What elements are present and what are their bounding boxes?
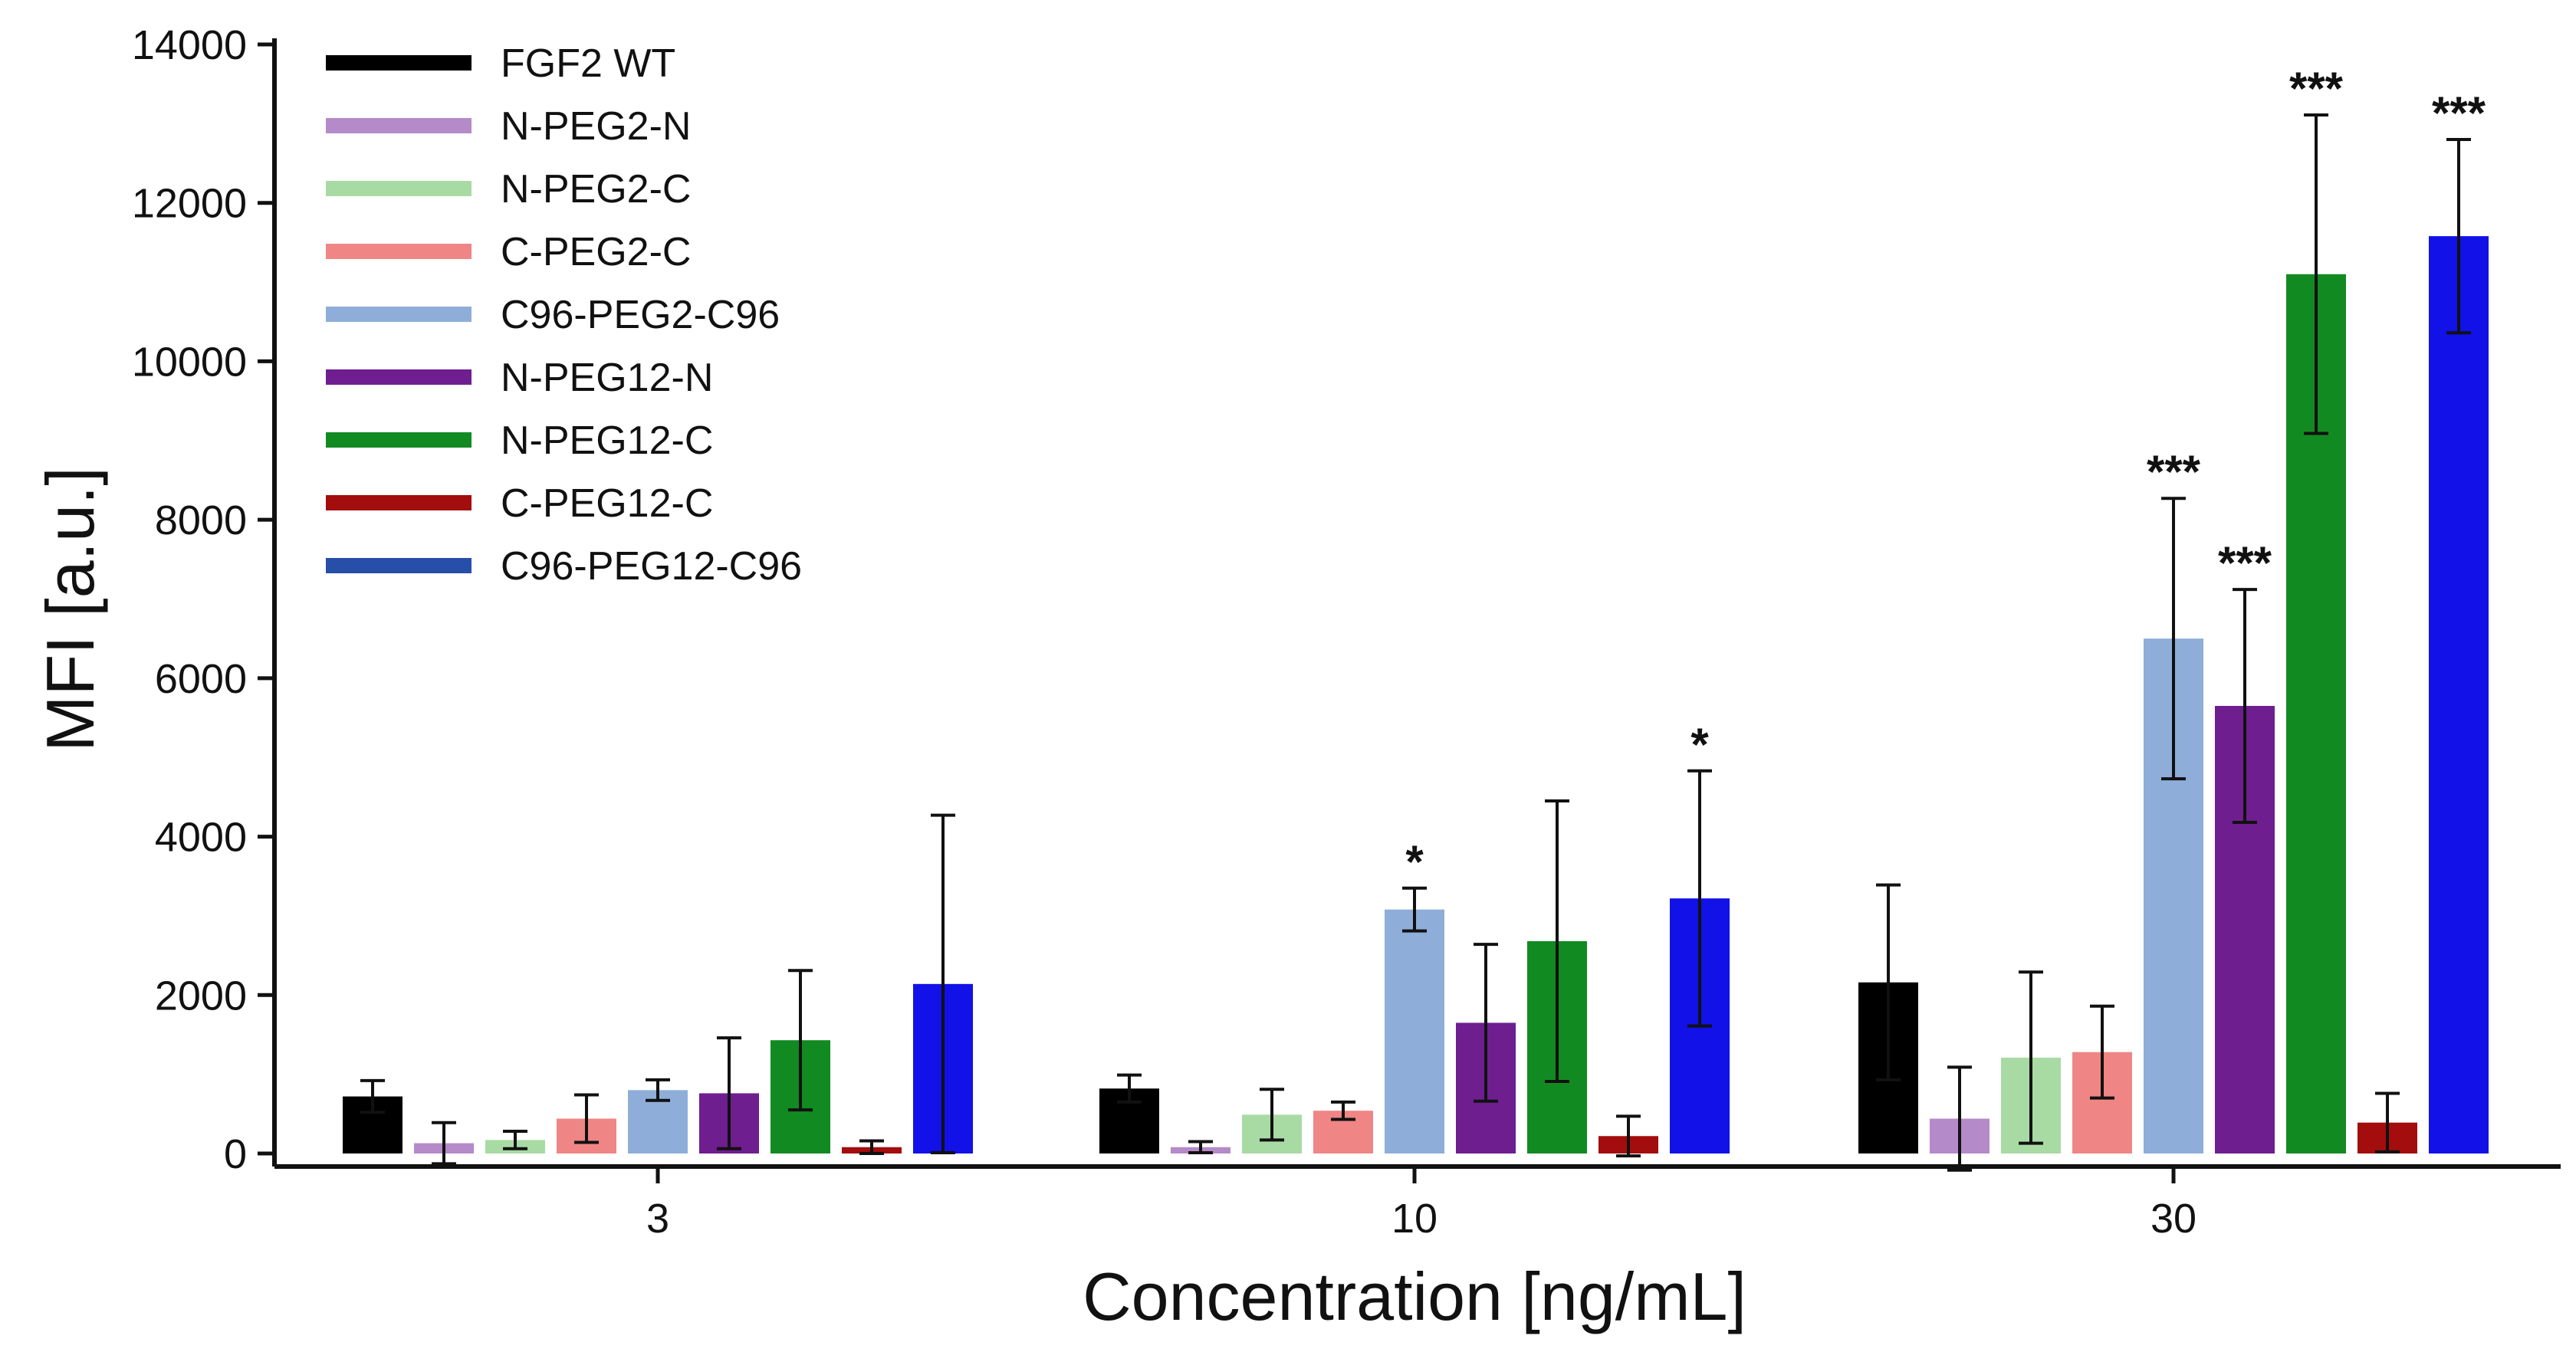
- legend-label-0: FGF2 WT: [501, 41, 675, 86]
- legend-swatch-4: [326, 307, 472, 322]
- y-tick-label-3: 6000: [155, 656, 247, 702]
- y-tick-label-4: 8000: [155, 497, 247, 543]
- error-bar-2-7: [2375, 1091, 2400, 1153]
- error-bar-2-0: [1876, 883, 1901, 1081]
- legend-swatch-6: [326, 432, 472, 448]
- legend-swatch-3: [326, 244, 472, 259]
- legend: FGF2 WT N-PEG2-N N-PEG2-C C-PEG2-C C96-PEG2-…: [326, 41, 802, 589]
- legend-swatch-8: [326, 558, 472, 573]
- error-bars-layer: [360, 113, 2471, 1172]
- error-bar-1-8: [1687, 769, 1712, 1028]
- error-bar-2-6: [2304, 113, 2328, 435]
- legend-swatch-7: [326, 495, 472, 510]
- x-tick-label-1: 10: [1392, 1196, 1438, 1242]
- error-bar-0-0: [360, 1078, 385, 1114]
- legend-swatch-0: [326, 55, 472, 71]
- error-bar-0-3: [574, 1093, 599, 1144]
- error-bar-0-1: [432, 1121, 456, 1166]
- legend-label-7: C-PEG12-C: [501, 481, 713, 526]
- error-bar-1-2: [1260, 1088, 1284, 1142]
- legend-label-6: N-PEG12-C: [501, 418, 713, 463]
- error-bar-0-4: [646, 1078, 670, 1102]
- y-tick-label-7: 14000: [132, 22, 247, 68]
- bar-1-4: [1385, 909, 1444, 1153]
- y-tick-label-2: 4000: [155, 815, 247, 861]
- legend-swatch-2: [326, 181, 472, 196]
- legend-swatch-5: [326, 369, 472, 385]
- error-bar-0-2: [503, 1130, 527, 1150]
- error-bar-1-5: [1474, 943, 1498, 1103]
- error-bar-0-5: [717, 1036, 741, 1150]
- x-tick-label-0: 3: [646, 1196, 669, 1242]
- error-bar-2-4: [2161, 497, 2186, 781]
- error-bar-1-3: [1331, 1100, 1355, 1121]
- significance-layer: **************: [1405, 63, 2486, 888]
- error-bar-0-6: [788, 969, 813, 1112]
- error-bar-2-8: [2446, 138, 2471, 335]
- legend-label-2: N-PEG2-C: [501, 167, 691, 212]
- legend-label-5: N-PEG12-N: [501, 356, 713, 400]
- y-tick-label-1: 2000: [155, 973, 247, 1019]
- legend-label-1: N-PEG2-N: [501, 104, 691, 149]
- significance-label-2-4: ***: [2147, 446, 2201, 497]
- error-bar-0-7: [859, 1139, 884, 1155]
- significance-label-2-5: ***: [2218, 537, 2272, 589]
- significance-label-1-4: *: [1405, 836, 1424, 888]
- significance-label-1-8: *: [1691, 719, 1709, 770]
- y-tick-label-0: 0: [224, 1131, 247, 1177]
- bar-2-8: [2429, 236, 2489, 1154]
- error-bar-2-3: [2090, 1004, 2114, 1100]
- x-axis-title: Concentration [ng/mL]: [1083, 1258, 1746, 1334]
- error-bar-1-4: [1402, 886, 1427, 933]
- legend-label-4: C96-PEG2-C96: [501, 293, 780, 337]
- axes-layer: 0 2000 4000 6000 8000 10000 12000 14000 3 10 30: [132, 22, 2561, 1242]
- significance-label-2-8: ***: [2432, 87, 2486, 139]
- y-tick-label-5: 10000: [132, 339, 247, 385]
- y-tick-label-6: 12000: [132, 181, 247, 227]
- x-tick-label-2: 30: [2150, 1196, 2196, 1242]
- error-bar-1-7: [1616, 1114, 1641, 1158]
- error-bar-1-0: [1117, 1073, 1142, 1104]
- significance-label-2-6: ***: [2289, 63, 2344, 114]
- error-bar-2-1: [1947, 1065, 1972, 1172]
- legend-swatch-1: [326, 118, 472, 133]
- error-bar-2-2: [2019, 970, 2043, 1145]
- legend-label-3: C-PEG2-C: [501, 230, 691, 274]
- y-axis-title: MFI [a.u.]: [32, 467, 108, 752]
- legend-label-8: C96-PEG12-C96: [501, 544, 802, 589]
- error-bar-0-8: [931, 813, 955, 1154]
- error-bar-2-5: [2233, 588, 2257, 824]
- error-bar-1-1: [1188, 1140, 1213, 1154]
- error-bar-1-6: [1545, 799, 1569, 1083]
